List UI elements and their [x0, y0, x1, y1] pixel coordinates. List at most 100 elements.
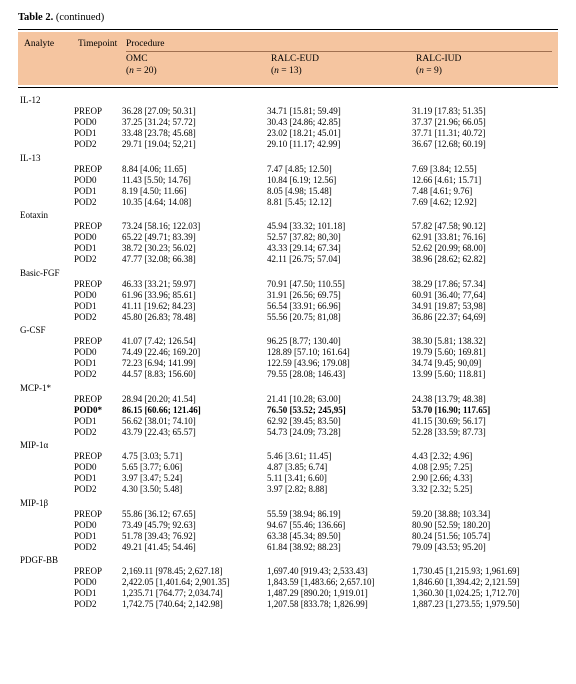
value-cell: 80.24 [51.56; 105.74] — [410, 530, 558, 541]
value-cell: 7.69 [4.62; 12.92] — [410, 196, 558, 207]
value-cell: 1,742.75 [740.64; 2,142.98] — [120, 599, 265, 610]
value-cell: 80.90 [52.59; 180.20] — [410, 519, 558, 530]
value-cell: 29.10 [11.17; 42.99] — [265, 139, 410, 150]
value-cell: 1,887.23 [1,273.55; 1,979.50] — [410, 599, 558, 610]
value-cell: 1,843.59 [1,483.66; 2,657.10] — [265, 577, 410, 588]
value-cell: 55.86 [36.12; 67.65] — [120, 508, 265, 519]
analyte-label: MIP-1α — [18, 437, 558, 451]
table-row: PREOP41.07 [7.42; 126.54]96.25 [8.77; 13… — [18, 336, 558, 347]
value-cell: 4.75 [3.03; 5.71] — [120, 451, 265, 462]
timepoint-cell: POD2 — [72, 139, 120, 150]
value-cell: 4.30 [3.50; 5.48] — [120, 484, 265, 495]
hdr-procedure: Procedure — [124, 38, 554, 50]
timepoint-cell: POD1 — [72, 128, 120, 139]
table-row: POD21,742.75 [740.64; 2,142.98]1,207.58 … — [18, 599, 558, 610]
timepoint-cell: POD0 — [72, 462, 120, 473]
table-header-rule — [18, 87, 558, 88]
timepoint-cell: POD2 — [72, 369, 120, 380]
analyte-label: IL-13 — [18, 150, 558, 164]
table-row: POD11,235.71 [764.77; 2,034.74]1,487.29 … — [18, 588, 558, 599]
value-cell: 44.57 [8.83; 156.60] — [120, 369, 265, 380]
table-row: PREOP55.86 [36.12; 67.65]55.59 [38.94; 8… — [18, 508, 558, 519]
value-cell: 11.43 [5.50; 14.76] — [120, 174, 265, 185]
value-cell: 63.38 [45.34; 89.50] — [265, 530, 410, 541]
value-cell: 65.22 [49.71; 83.39] — [120, 232, 265, 243]
table-row: PREOP8.84 [4.06; 11.65]7.47 [4.85; 12.50… — [18, 163, 558, 174]
timepoint-cell: POD0 — [72, 174, 120, 185]
table-row: POD151.78 [39.43; 76.92]63.38 [45.34; 89… — [18, 530, 558, 541]
value-cell: 1,235.71 [764.77; 2,034.74] — [120, 588, 265, 599]
timepoint-cell: PREOP — [72, 508, 120, 519]
value-cell: 36.28 [27.09; 50.31] — [120, 106, 265, 117]
hdr-timepoint: Timepoint — [76, 38, 124, 50]
value-cell: 62.92 [39.45; 83.50] — [265, 415, 410, 426]
table-row: POD074.49 [22.46; 169.20]128.89 [57.10; … — [18, 347, 558, 358]
table-row: POD172.23 [6.94; 141.99]122.59 [43.96; 1… — [18, 358, 558, 369]
timepoint-cell: PREOP — [72, 336, 120, 347]
hdr-col2-n: (n = 13) — [269, 65, 414, 77]
table-row: PREOP2,169.11 [978.45; 2,627.18]1,697.40… — [18, 566, 558, 577]
table-row: POD249.21 [41.45; 54.46]61.84 [38.92; 88… — [18, 541, 558, 552]
value-cell: 57.82 [47.58; 90.12] — [410, 221, 558, 232]
timepoint-cell: PREOP — [72, 393, 120, 404]
timepoint-cell: POD1 — [72, 243, 120, 254]
table-title-label: Table 2. — [18, 12, 53, 23]
value-cell: 62.91 [33.81; 76.16] — [410, 232, 558, 243]
value-cell: 38.29 [17.86; 57.34] — [410, 278, 558, 289]
analyte-label: MIP-1β — [18, 495, 558, 509]
value-cell: 4.87 [3.85; 6.74] — [265, 462, 410, 473]
value-cell: 3.32 [2.32; 5.25] — [410, 484, 558, 495]
value-cell: 7.47 [4.85; 12.50] — [265, 163, 410, 174]
value-cell: 1,207.58 [833.78; 1,826.99] — [265, 599, 410, 610]
value-cell: 1,730.45 [1,215.93; 1,961.69] — [410, 566, 558, 577]
value-cell: 52.28 [33.59; 87.73] — [410, 426, 558, 437]
value-cell: 79.09 [43.53; 95.20] — [410, 541, 558, 552]
value-cell: 34.71 [15.81; 59.49] — [265, 106, 410, 117]
timepoint-cell: POD0 — [72, 232, 120, 243]
analyte-label: G-CSF — [18, 322, 558, 336]
timepoint-cell: POD0 — [72, 289, 120, 300]
timepoint-cell: POD2 — [72, 599, 120, 610]
hdr-col3-n: (n = 9) — [414, 65, 554, 77]
value-cell: 96.25 [8.77; 130.40] — [265, 336, 410, 347]
value-cell: 4.43 [2.32; 4.96] — [410, 451, 558, 462]
value-cell: 61.84 [38.92; 88.23] — [265, 541, 410, 552]
value-cell: 5.11 [3.41; 6.60] — [265, 473, 410, 484]
hdr-col1-n: (n = 20) — [124, 65, 269, 77]
value-cell: 79.55 [28.08; 146.43] — [265, 369, 410, 380]
value-cell: 38.72 [30.23; 56.02] — [120, 243, 265, 254]
table-title-cont: (continued) — [56, 12, 104, 23]
value-cell: 56.54 [33.91; 66.96] — [265, 300, 410, 311]
value-cell: 13.99 [5.60; 118.81] — [410, 369, 558, 380]
value-cell: 1,846.60 [1,394.42; 2,121.59] — [410, 577, 558, 588]
value-cell: 5.46 [3.61; 11.45] — [265, 451, 410, 462]
analyte-label: IL-12 — [18, 92, 558, 106]
value-cell: 33.48 [23.78; 45.68] — [120, 128, 265, 139]
value-cell: 122.59 [43.96; 179.08] — [265, 358, 410, 369]
value-cell: 94.67 [55.46; 136.66] — [265, 519, 410, 530]
analyte-label: MCP-1* — [18, 380, 558, 394]
value-cell: 45.94 [33.32; 101.18] — [265, 221, 410, 232]
value-cell: 46.33 [33.21; 59.97] — [120, 278, 265, 289]
table-row: POD18.19 [4.50; 11.66]8.05 [4.98; 15.48]… — [18, 185, 558, 196]
timepoint-cell: POD2 — [72, 311, 120, 322]
value-cell: 1,487.29 [890.20; 1,919.01] — [265, 588, 410, 599]
value-cell: 12.66 [4.61; 15.71] — [410, 174, 558, 185]
value-cell: 34.91 [19.87; 53,98] — [410, 300, 558, 311]
value-cell: 51.78 [39.43; 76.92] — [120, 530, 265, 541]
value-cell: 38.30 [5.81; 138.32] — [410, 336, 558, 347]
value-cell: 7.69 [3.84; 12.55] — [410, 163, 558, 174]
value-cell: 42.11 [26.75; 57.04] — [265, 254, 410, 265]
value-cell: 38.96 [28.62; 62.82] — [410, 254, 558, 265]
value-cell: 10.84 [6.19; 12.56] — [265, 174, 410, 185]
timepoint-cell: PREOP — [72, 278, 120, 289]
timepoint-cell: POD2 — [72, 426, 120, 437]
value-cell: 128.89 [57.10; 161.64] — [265, 347, 410, 358]
table-title: Table 2. (continued) — [18, 12, 558, 23]
value-cell: 23.02 [18.21; 45.01] — [265, 128, 410, 139]
table-row: POD133.48 [23.78; 45.68]23.02 [18.21; 45… — [18, 128, 558, 139]
table-row: PREOP28.94 [20.20; 41.54]21.41 [10.28; 6… — [18, 393, 558, 404]
value-cell: 43.33 [29.14; 67.34] — [265, 243, 410, 254]
value-cell: 74.49 [22.46; 169.20] — [120, 347, 265, 358]
timepoint-cell: POD0 — [72, 117, 120, 128]
